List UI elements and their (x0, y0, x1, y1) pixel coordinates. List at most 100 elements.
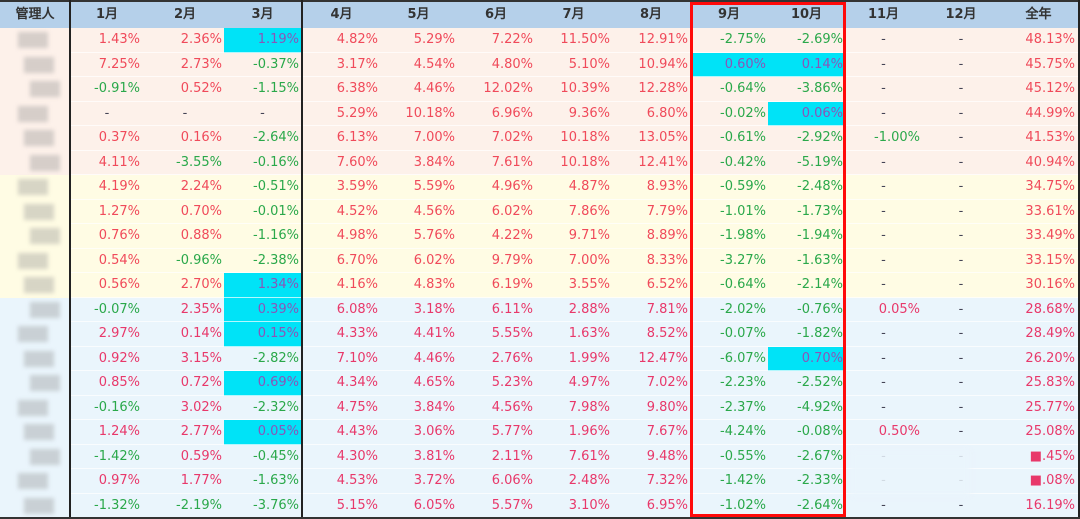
cell-全年[interactable]: 40.94% (1025, 154, 1075, 170)
column-header-7[interactable]: 7月 (562, 7, 585, 22)
cell-9月[interactable]: -0.42% (720, 154, 766, 170)
cell-7月[interactable]: 9.71% (568, 228, 610, 243)
cell-6月[interactable]: 4.22% (491, 228, 533, 243)
column-header-1[interactable]: 1月 (95, 7, 119, 22)
cell-8月[interactable]: 12.41% (638, 154, 688, 170)
cell-3月[interactable]: -0.51% (253, 179, 299, 194)
cell-3月[interactable]: 1.19% (224, 28, 301, 53)
cell-9月[interactable]: -0.64% (720, 81, 766, 96)
cell-11月[interactable]: - (881, 350, 886, 366)
cell-3月[interactable]: 1.34% (224, 273, 301, 298)
cell-4月[interactable]: 5.15% (336, 497, 378, 513)
cell-4月[interactable]: 6.08% (336, 301, 378, 317)
cell-12月[interactable]: - (958, 105, 964, 121)
table-row[interactable]: 7.25% 2.73% -0.37% 3.17% 4.54% 4.80% 5.10% 10.9… (0, 52, 1080, 77)
cell-10月[interactable]: -2.69% (797, 32, 843, 47)
cell-8月[interactable]: 8.89% (646, 228, 688, 243)
cell-4月[interactable]: 4.16% (336, 277, 378, 292)
cell-1月[interactable]: -0.07% (94, 301, 140, 317)
cell-3月[interactable]: -2.82% (253, 350, 299, 366)
cell-6月[interactable]: 7.22% (491, 32, 533, 47)
cell-1月[interactable]: 4.19% (98, 179, 140, 194)
cell-全年[interactable]: 28.68% (1025, 301, 1075, 317)
cell-5月[interactable]: 6.02% (413, 252, 455, 268)
cell-全年[interactable]: 33.15% (1025, 252, 1075, 268)
cell-7月[interactable]: 2.88% (568, 301, 610, 317)
cell-6月[interactable]: 4.80% (491, 56, 533, 72)
cell-11月[interactable]: 0.05% (878, 301, 920, 317)
cell-5月[interactable]: 4.54% (413, 56, 455, 72)
cell-9月[interactable]: 0.60% (690, 52, 768, 77)
cell-2月[interactable]: 2.70% (180, 277, 222, 292)
cell-6月[interactable]: 5.23% (491, 375, 533, 390)
cell-7月[interactable]: 2.48% (568, 473, 610, 488)
table-row[interactable]: 0.54% -0.96% -2.38% 6.70% 6.02% 9.79% 7.00% 8.3… (0, 248, 1080, 273)
cell-5月[interactable]: 4.41% (413, 326, 455, 341)
table-row[interactable]: 0.76% 0.88% -1.16% 4.98% 5.76% 4.22% 9.71% 8.89… (0, 224, 1080, 249)
cell-6月[interactable]: 2.76% (491, 350, 533, 366)
cell-2月[interactable]: 0.88% (180, 228, 222, 243)
table-row[interactable]: - - - 5.29% 10.18% 6.96% 9.36% 6.80% -0.02% 0.06%… (0, 101, 1080, 126)
cell-12月[interactable]: - (958, 399, 964, 415)
cell-12月[interactable]: - (958, 179, 964, 194)
cell-6月[interactable]: 2.11% (491, 448, 533, 464)
cell-9月[interactable]: -1.42% (720, 473, 766, 488)
cell-5月[interactable]: 5.76% (413, 228, 455, 243)
cell-6月[interactable]: 7.02% (491, 130, 533, 145)
cell-5月[interactable]: 6.05% (413, 497, 455, 513)
cell-8月[interactable]: 7.81% (646, 301, 688, 317)
cell-10月[interactable]: -1.94% (797, 228, 843, 243)
cell-8月[interactable]: 9.48% (646, 448, 688, 464)
cell-10月[interactable]: -2.67% (797, 448, 843, 464)
cell-11月[interactable]: - (881, 32, 886, 47)
cell-7月[interactable]: 7.86% (568, 203, 610, 219)
cell-10月[interactable]: -1.73% (797, 203, 843, 219)
column-header-12[interactable]: 12月 (945, 7, 977, 22)
cell-全年[interactable]: 44.99% (1025, 105, 1075, 121)
cell-3月[interactable]: - (260, 105, 265, 121)
cell-11月[interactable]: - (881, 228, 886, 243)
cell-3月[interactable]: 0.15% (224, 322, 301, 347)
cell-8月[interactable]: 10.94% (638, 56, 688, 72)
cell-5月[interactable]: 3.81% (413, 448, 455, 464)
cell-7月[interactable]: 3.55% (568, 277, 610, 292)
cell-8月[interactable]: 6.52% (646, 277, 688, 292)
cell-3月[interactable]: -1.15% (253, 81, 299, 96)
cell-4月[interactable]: 4.98% (336, 228, 378, 243)
cell-12月[interactable]: - (958, 375, 964, 390)
cell-9月[interactable]: -0.64% (720, 277, 766, 292)
cell-全年[interactable]: 25.08% (1025, 424, 1075, 439)
column-header-6[interactable]: 6月 (484, 7, 508, 22)
column-header-4[interactable]: 4月 (330, 7, 353, 22)
cell-3月[interactable]: -0.01% (253, 203, 299, 219)
cell-8月[interactable]: 6.95% (646, 497, 688, 513)
cell-3月[interactable]: -2.64% (253, 130, 299, 145)
cell-3月[interactable]: -0.16% (253, 154, 299, 170)
cell-2月[interactable]: 2.24% (180, 179, 222, 194)
cell-2月[interactable]: 0.72% (180, 375, 222, 390)
cell-10月[interactable]: -1.82% (797, 326, 843, 341)
cell-4月[interactable]: 6.38% (336, 81, 378, 96)
cell-10月[interactable]: -2.52% (797, 375, 843, 390)
cell-2月[interactable]: 2.77% (180, 424, 222, 439)
cell-5月[interactable]: 5.59% (413, 179, 455, 194)
cell-8月[interactable]: 13.05% (638, 130, 688, 145)
table-row[interactable]: 1.27% 0.70% -0.01% 4.52% 4.56% 6.02% 7.86% 7.79… (0, 199, 1080, 224)
cell-5月[interactable]: 3.84% (413, 154, 455, 170)
cell-11月[interactable]: - (881, 252, 886, 268)
cell-12月[interactable]: - (958, 326, 964, 341)
cell-6月[interactable]: 4.96% (491, 179, 533, 194)
cell-10月[interactable]: -4.92% (797, 399, 843, 415)
cell-3月[interactable]: -0.45% (253, 448, 299, 464)
cell-6月[interactable]: 6.19% (491, 277, 533, 292)
cell-4月[interactable]: 7.10% (336, 350, 378, 366)
cell-10月[interactable]: -0.76% (797, 301, 843, 317)
cell-1月[interactable]: 0.85% (98, 375, 140, 390)
table-row[interactable]: 4.11% -3.55% -0.16% 7.60% 3.84% 7.61% 10.18% 12… (0, 150, 1080, 175)
cell-8月[interactable]: 7.02% (646, 375, 688, 390)
cell-2月[interactable]: 0.16% (180, 130, 222, 145)
cell-9月[interactable]: -2.37% (720, 399, 766, 415)
column-header-10[interactable]: 10月 (790, 7, 823, 22)
cell-7月[interactable]: 4.97% (568, 375, 610, 390)
column-header-0[interactable]: 管理人 (15, 7, 55, 22)
